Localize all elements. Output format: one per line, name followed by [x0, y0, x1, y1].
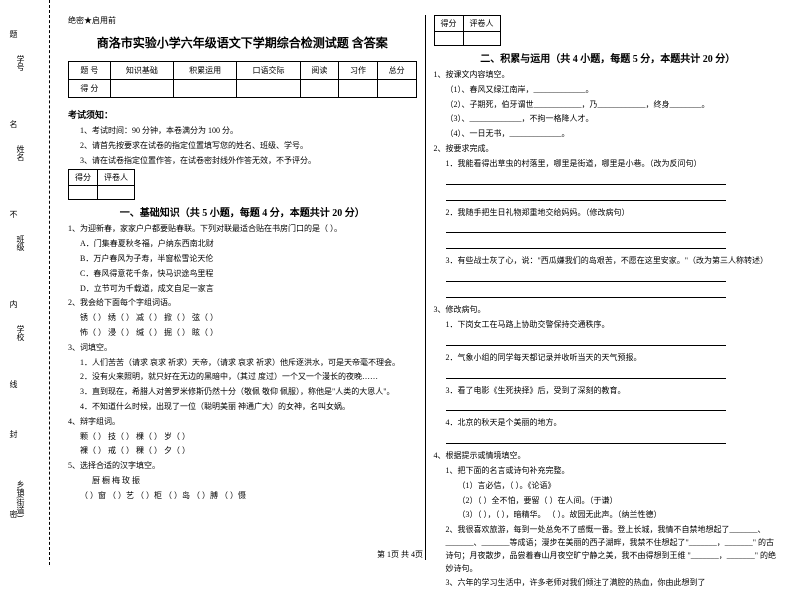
cell-blank[interactable] [339, 80, 378, 98]
cell-blank[interactable] [300, 80, 339, 98]
answer-line[interactable] [446, 191, 726, 201]
s2q3-2: 2．气象小组的同学每天都记录并收听当天的天气预报。 [434, 352, 783, 365]
s2q3-1: 1．下岗女工在马路上协助交警保持交通秩序。 [434, 319, 783, 332]
margin-side-6: 密 [8, 510, 19, 518]
mt-blank[interactable] [69, 186, 98, 200]
answer-line[interactable] [446, 336, 726, 346]
s2q4-3: 3、六年的学习生活中，许多老师对我们倾注了满腔的热血，你由此想到了 [434, 577, 783, 590]
q3-3: 3．直到现在，希腊人对普罗米修斯仍然十分（敬佩 敬仰 佩服），称他是"人类的大恩… [68, 386, 417, 399]
q1a: A．门集春夏秋冬福，户纳东西南北财 [68, 238, 417, 251]
q4l1: 颗（ ） 技（ ） 棵（ ） 岁（ ） [68, 431, 417, 444]
score-table: 题 号 知识基础 积累运用 口语交际 阅读 习作 总分 得 分 [68, 61, 417, 98]
section1-title: 一、基础知识（共 5 小题，每题 4 分，本题共计 20 分） [68, 204, 417, 219]
margin-label-1: 姓名 [15, 145, 26, 161]
mt2-c1: 得分 [434, 16, 463, 32]
margin-side-0: 题 [8, 30, 19, 38]
s2q1-3: （3）、_____________，不拘一格降人才。 [434, 113, 783, 126]
notice-3: 3、请在试卷指定位置作答，在试卷密封线外作答无效，不予评分。 [68, 155, 417, 168]
s2q1: 1、按课文内容填空。 [434, 69, 783, 82]
answer-line[interactable] [446, 175, 726, 185]
cell-blank[interactable] [174, 80, 237, 98]
s2q4-1b: （2）（ ）全不怕，要留（ ）在人间。（于谦） [434, 495, 783, 508]
th-5: 习作 [339, 62, 378, 80]
cell-blank[interactable] [377, 80, 416, 98]
answer-line[interactable] [446, 434, 726, 444]
binding-margin: 题 学号 名 姓名 不 班级 内 学校 线 封 乡镇(街道) 密 [0, 0, 50, 565]
q3-1: 1．人们苦苦（请求 哀求 祈求）天帝，（请求 哀求 祈求）他斥逐洪水，可是天帝毫… [68, 357, 417, 370]
notice-1: 1、考试时间：90 分钟，本卷满分为 100 分。 [68, 125, 417, 138]
s2q3-3: 3．看了电影《生死抉择》后，受到了深刻的教育。 [434, 385, 783, 398]
s2q1-4: （4）、一日无书，_____________。 [434, 128, 783, 141]
q1: 1、为迎新春，家家户户都要贴春联。下列对联最适合贴在书房门口的是（ ）。 [68, 223, 417, 236]
q5: 5、选择合适的汉字填空。 [68, 460, 417, 473]
margin-side-2: 不 [8, 210, 19, 218]
s2q2-1: 1．我能看得出草虫的村落里，哪里是街道，哪里是小巷。（改为反问句） [434, 158, 783, 171]
mt2-blank[interactable] [463, 32, 500, 46]
answer-line[interactable] [446, 288, 726, 298]
s2q4: 4、根据提示或情境填空。 [434, 450, 783, 463]
q3-2: 2．没有火来照明，就只好在无边的黑暗中，（其过 度过）一个又一个漫长的夜晚…… [68, 371, 417, 384]
q2l2: 怖（ ） 浸（ ） 缄（ ） 掘（ ） 眩（ ） [68, 327, 417, 340]
margin-side-1: 名 [8, 120, 19, 128]
section2-title: 二、积累与运用（共 4 小题，每题 5 分，本题共计 20 分） [434, 50, 783, 65]
page-footer: 第 1页 共 4页 [0, 549, 800, 560]
q3: 3、词填空。 [68, 342, 417, 355]
margin-label-2: 班级 [15, 235, 26, 251]
th-0: 题 号 [69, 62, 111, 80]
mt-c2: 评卷人 [98, 170, 135, 186]
q1d: D．立节可为千载道，成文自足一家言 [68, 283, 417, 296]
q4: 4、辩字组词。 [68, 416, 417, 429]
left-column: 绝密★启用前 商洛市实验小学六年级语文下学期综合检测试题 含答案 题 号 知识基… [60, 15, 425, 560]
s2q2: 2、按要求完成。 [434, 143, 783, 156]
q1b: B．万户春风为子寿，半窗松雪论天伦 [68, 253, 417, 266]
th-6: 总分 [377, 62, 416, 80]
s2q3-4: 4．北京的秋天是个美丽的地方。 [434, 417, 783, 430]
answer-line[interactable] [446, 272, 726, 282]
answer-line[interactable] [446, 401, 726, 411]
answer-line[interactable] [446, 369, 726, 379]
grade-table-1: 得分 评卷人 [68, 169, 135, 200]
notice-title: 考试须知： [68, 108, 417, 121]
right-column: 得分 评卷人 二、积累与运用（共 4 小题，每题 5 分，本题共计 20 分） … [426, 15, 791, 560]
q4l2: 裸（ ） 戒（ ） 稞（ ） 夕（ ） [68, 445, 417, 458]
margin-label-0: 学号 [15, 55, 26, 71]
answer-line[interactable] [446, 239, 726, 249]
q2l1: 锈（ ） 绣（ ） 减（ ） 掀（ ） 弦（ ） [68, 312, 417, 325]
notice-2: 2、请首先按要求在试卷的指定位置填写您的姓名、班级、学号。 [68, 140, 417, 153]
mt-c1: 得分 [69, 170, 98, 186]
mt-blank[interactable] [98, 186, 135, 200]
s2q4-1: 1、把下面的名言或诗句补充完整。 [434, 465, 783, 478]
s2q4-1c: （3）（ ），（ ），暗精华。 （ ）。故园无此声。（纳兰性德） [434, 509, 783, 522]
grade-table-2: 得分 评卷人 [434, 15, 501, 46]
q5l2: （ ）窗 （ ）艺 （ ）柜 （ ）岛 （ ）膊 （ ）慑 [68, 490, 417, 503]
q2: 2、我会给下面每个字组词语。 [68, 297, 417, 310]
answer-line[interactable] [446, 223, 726, 233]
s2q2-3: 3．有些战士灰了心，说："西瓜嫌我们的岛艰苦，不愿在这里安家。"（改为第三人称转… [434, 255, 783, 268]
margin-label-3: 学校 [15, 325, 26, 341]
s2q4-1a: （1）言必信，（ ）。《论语》 [434, 480, 783, 493]
s2q2-2: 2．我随手把生日礼物郑重地交给妈妈。（修改病句） [434, 207, 783, 220]
q5l1: 厨 橱 梅 玫 振 [68, 475, 417, 488]
secret-label: 绝密★启用前 [68, 15, 417, 26]
main-content: 绝密★启用前 商洛市实验小学六年级语文下学期综合检测试题 含答案 题 号 知识基… [50, 0, 800, 565]
th-2: 积累运用 [174, 62, 237, 80]
q1c: C．春风得意花千条，快马识途鸟里程 [68, 268, 417, 281]
margin-side-4: 线 [8, 380, 19, 388]
q3-4: 4．不知道什么时候，出现了一位（聪明美丽 神通广大）的女神，名叫女娲。 [68, 401, 417, 414]
cell-blank[interactable] [237, 80, 300, 98]
th-4: 阅读 [300, 62, 339, 80]
margin-side-5: 封 [8, 430, 19, 438]
th-3: 口语交际 [237, 62, 300, 80]
exam-title: 商洛市实验小学六年级语文下学期综合检测试题 含答案 [68, 34, 417, 51]
s2q1-1: （1）、春风又绿江南岸，_____________。 [434, 84, 783, 97]
s2q1-2: （2）、子期死，伯牙谓世____________，乃____________，终… [434, 99, 783, 112]
mt2-c2: 评卷人 [463, 16, 500, 32]
margin-side-3: 内 [8, 300, 19, 308]
s2q3: 3、修改病句。 [434, 304, 783, 317]
mt2-blank[interactable] [434, 32, 463, 46]
cell-blank[interactable] [110, 80, 173, 98]
row2-label: 得 分 [69, 80, 111, 98]
th-1: 知识基础 [110, 62, 173, 80]
